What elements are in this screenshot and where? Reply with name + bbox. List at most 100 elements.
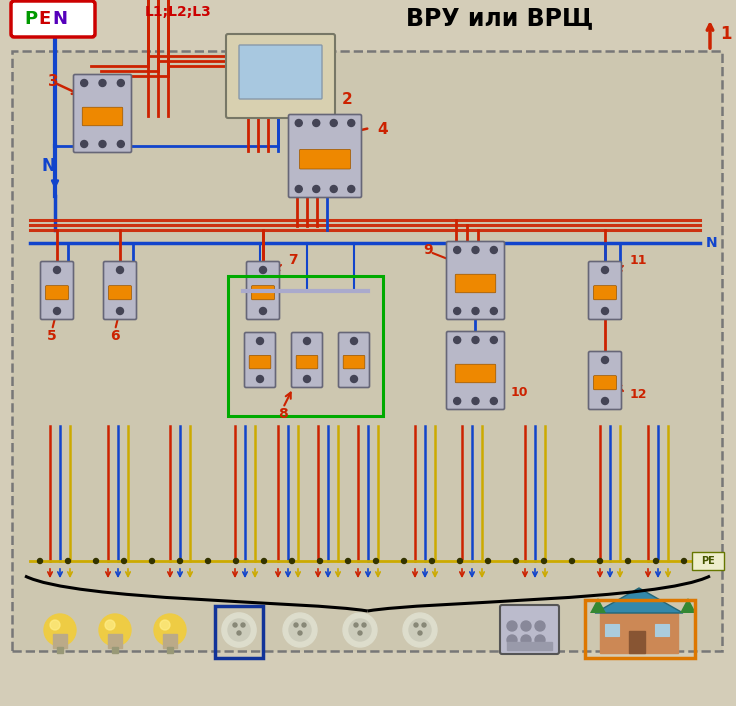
Circle shape [403,613,437,647]
Circle shape [38,558,43,563]
FancyBboxPatch shape [239,45,322,99]
Circle shape [521,621,531,631]
Circle shape [570,558,575,563]
Circle shape [260,308,266,314]
FancyBboxPatch shape [82,107,123,126]
Circle shape [105,620,115,630]
Circle shape [294,623,298,627]
Circle shape [535,621,545,631]
FancyBboxPatch shape [289,114,361,198]
Circle shape [241,623,245,627]
Circle shape [298,631,302,635]
Circle shape [472,246,479,253]
Bar [600,613,678,653]
Circle shape [472,308,479,314]
FancyBboxPatch shape [296,355,318,369]
Bar [629,631,645,653]
Circle shape [116,266,124,273]
Circle shape [261,558,266,563]
Text: P: P [24,10,37,28]
Circle shape [257,337,263,345]
Circle shape [347,119,355,126]
Circle shape [93,558,99,563]
Circle shape [228,619,250,641]
Circle shape [343,613,377,647]
Circle shape [257,376,263,383]
Bar [53,634,67,648]
Circle shape [373,558,378,563]
Circle shape [317,558,322,563]
Circle shape [414,623,418,627]
Text: 3: 3 [48,73,59,88]
Text: 1: 1 [720,25,732,43]
Circle shape [490,308,498,314]
Circle shape [50,620,60,630]
Circle shape [99,80,106,87]
Text: ВРУ или ВРЩ: ВРУ или ВРЩ [406,6,594,30]
Bar [507,642,552,650]
Text: 2: 2 [342,92,353,107]
FancyBboxPatch shape [456,274,496,293]
Circle shape [601,357,609,364]
Circle shape [54,308,60,314]
Text: 11: 11 [630,254,648,268]
Circle shape [350,337,358,345]
FancyBboxPatch shape [692,552,724,570]
Circle shape [295,119,302,126]
Circle shape [490,246,498,253]
Circle shape [117,140,124,148]
Circle shape [542,558,547,563]
Circle shape [490,397,498,405]
Circle shape [535,635,545,645]
Circle shape [117,80,124,87]
Circle shape [303,376,311,383]
Text: 8: 8 [278,407,288,421]
Circle shape [654,558,659,563]
Circle shape [177,558,183,563]
FancyBboxPatch shape [343,355,365,369]
Circle shape [260,266,266,273]
FancyBboxPatch shape [252,286,275,300]
Circle shape [486,558,490,563]
Circle shape [507,635,517,645]
FancyBboxPatch shape [11,1,95,37]
Circle shape [283,613,317,647]
Bar [112,647,118,653]
Text: 7: 7 [288,253,297,267]
FancyBboxPatch shape [226,34,335,118]
Text: 12: 12 [630,388,648,402]
Circle shape [289,619,311,641]
FancyBboxPatch shape [593,376,617,390]
Bar [585,600,695,658]
Circle shape [601,397,609,405]
Circle shape [302,623,306,627]
Circle shape [458,558,462,563]
Circle shape [160,620,170,630]
Bar [167,647,173,653]
FancyBboxPatch shape [500,605,559,654]
FancyBboxPatch shape [300,150,350,169]
Text: 4: 4 [377,121,388,136]
Circle shape [507,621,517,631]
Bar [57,647,63,653]
Bar [215,606,263,658]
Bar [655,624,669,636]
Circle shape [289,558,294,563]
Circle shape [453,397,461,405]
Circle shape [347,186,355,193]
FancyBboxPatch shape [247,261,280,320]
Circle shape [350,376,358,383]
Circle shape [205,558,210,563]
Circle shape [81,140,88,148]
Text: L1;L2;L3: L1;L2;L3 [145,5,212,19]
Text: N: N [41,157,55,175]
Circle shape [54,266,60,273]
Circle shape [313,119,319,126]
Circle shape [490,337,498,344]
Text: PE: PE [701,556,715,566]
Circle shape [453,246,461,253]
Circle shape [349,619,371,641]
Text: 5: 5 [47,329,57,343]
Circle shape [402,558,406,563]
FancyBboxPatch shape [74,75,132,152]
